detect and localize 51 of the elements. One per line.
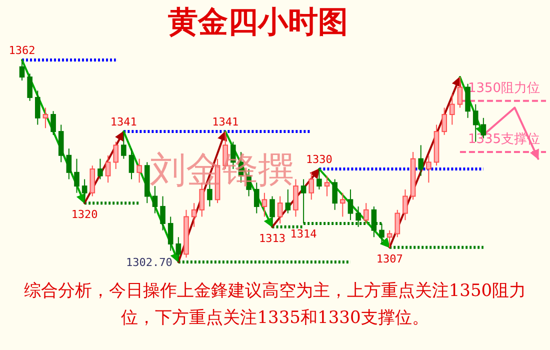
candlestick: [308, 172, 314, 200]
data-label: 1362: [8, 44, 36, 57]
candlestick: [113, 141, 118, 170]
series-label: 1350阻力位: [468, 80, 540, 96]
candlestick: [74, 158, 80, 194]
candlestick: [58, 124, 64, 163]
candlestick: [363, 202, 369, 224]
candlestick: [386, 230, 392, 248]
candlestick: [426, 154, 432, 184]
candlestick: [27, 73, 32, 102]
candlestick: [90, 165, 96, 197]
candlestick: [457, 76, 463, 108]
candlestick: [19, 60, 25, 81]
candlestick: [332, 178, 338, 210]
candlestick: [262, 192, 268, 218]
candlestick: [50, 110, 56, 136]
candlestick: [98, 158, 103, 180]
candlestick: [121, 131, 126, 160]
candlestick: [348, 188, 354, 221]
candlestick: [128, 148, 134, 180]
candlestick: [465, 83, 470, 118]
candlestick: [285, 188, 291, 214]
data-label: 1307: [376, 252, 403, 266]
data-label: 1341: [110, 116, 137, 129]
candlestick: [191, 202, 197, 228]
data-label: 1314: [290, 228, 318, 241]
candlestick: [394, 209, 400, 238]
candlestick: [105, 154, 111, 184]
candlestick: [42, 107, 48, 129]
data-label: 1330: [306, 153, 332, 166]
candlestick: [418, 144, 424, 176]
chart-title: 黄金四小时图: [168, 5, 348, 40]
candlestick: [152, 186, 158, 214]
candlestick: [293, 178, 298, 218]
candlestick: [168, 216, 174, 252]
text: 综合分析，今日操作上金鋒建议高空为主，上方重点关注1350阻力位，下方重点关注1335和1330支撑位。: [22, 280, 528, 330]
candlestick: [66, 148, 72, 180]
candlestick: [450, 94, 455, 126]
data-label: 1341: [212, 116, 239, 129]
candlestick: [34, 90, 40, 126]
data-label: 1313: [259, 232, 286, 245]
candlestick: [402, 188, 408, 221]
candlestick: [442, 107, 447, 136]
candlestick: [160, 196, 166, 231]
candlestick: [136, 158, 142, 184]
data-label: 1320: [71, 208, 98, 222]
candlestick: [316, 168, 322, 190]
candlestick: [277, 196, 283, 224]
candlestick: [340, 192, 346, 218]
data-label: 1302.70: [126, 256, 172, 269]
candlestick: [324, 175, 330, 197]
